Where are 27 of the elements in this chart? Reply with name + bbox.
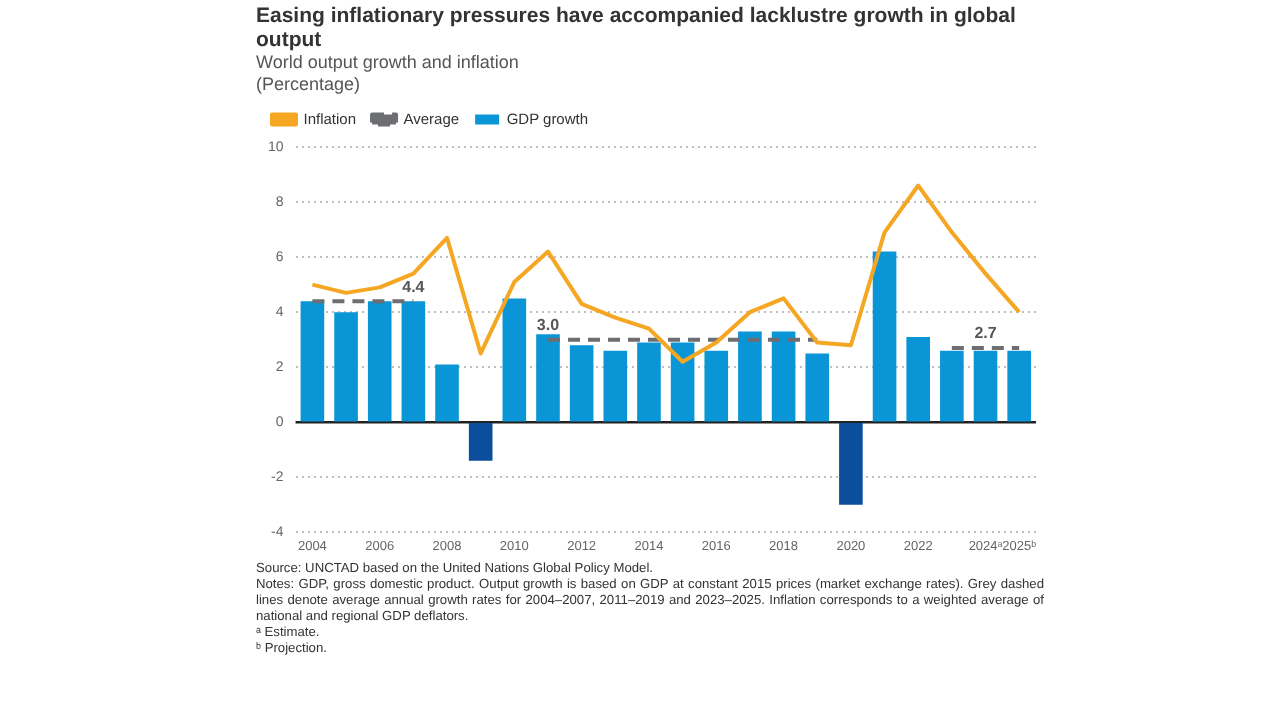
bar: [502, 298, 527, 422]
bar: [468, 423, 493, 461]
bar: [940, 350, 964, 422]
bar: [334, 312, 358, 422]
bar: [872, 251, 897, 422]
bar: [367, 301, 392, 422]
bar: [839, 423, 863, 505]
bar: [569, 345, 594, 422]
bar: [670, 342, 695, 422]
data-label: 3.0: [536, 316, 561, 335]
bar: [805, 353, 830, 422]
chart-subtitle: World output growth and inflation (Percentage): [256, 52, 521, 96]
bar: [704, 350, 729, 422]
chart-title: Easing inflationary pressures have accompanied lacklustre growth in global output: [256, 4, 1018, 52]
bar: [401, 301, 426, 422]
data-label: 4.4: [402, 277, 426, 296]
bar: [738, 331, 762, 422]
bar: [603, 350, 628, 422]
bar: [536, 334, 560, 422]
bar: [435, 364, 459, 422]
bar: [300, 301, 325, 422]
bar: [973, 350, 998, 422]
bar: [906, 336, 931, 422]
bar: [1007, 350, 1031, 422]
data-label: 2.7: [974, 324, 998, 343]
bar: [771, 331, 796, 422]
bar: [637, 342, 661, 422]
